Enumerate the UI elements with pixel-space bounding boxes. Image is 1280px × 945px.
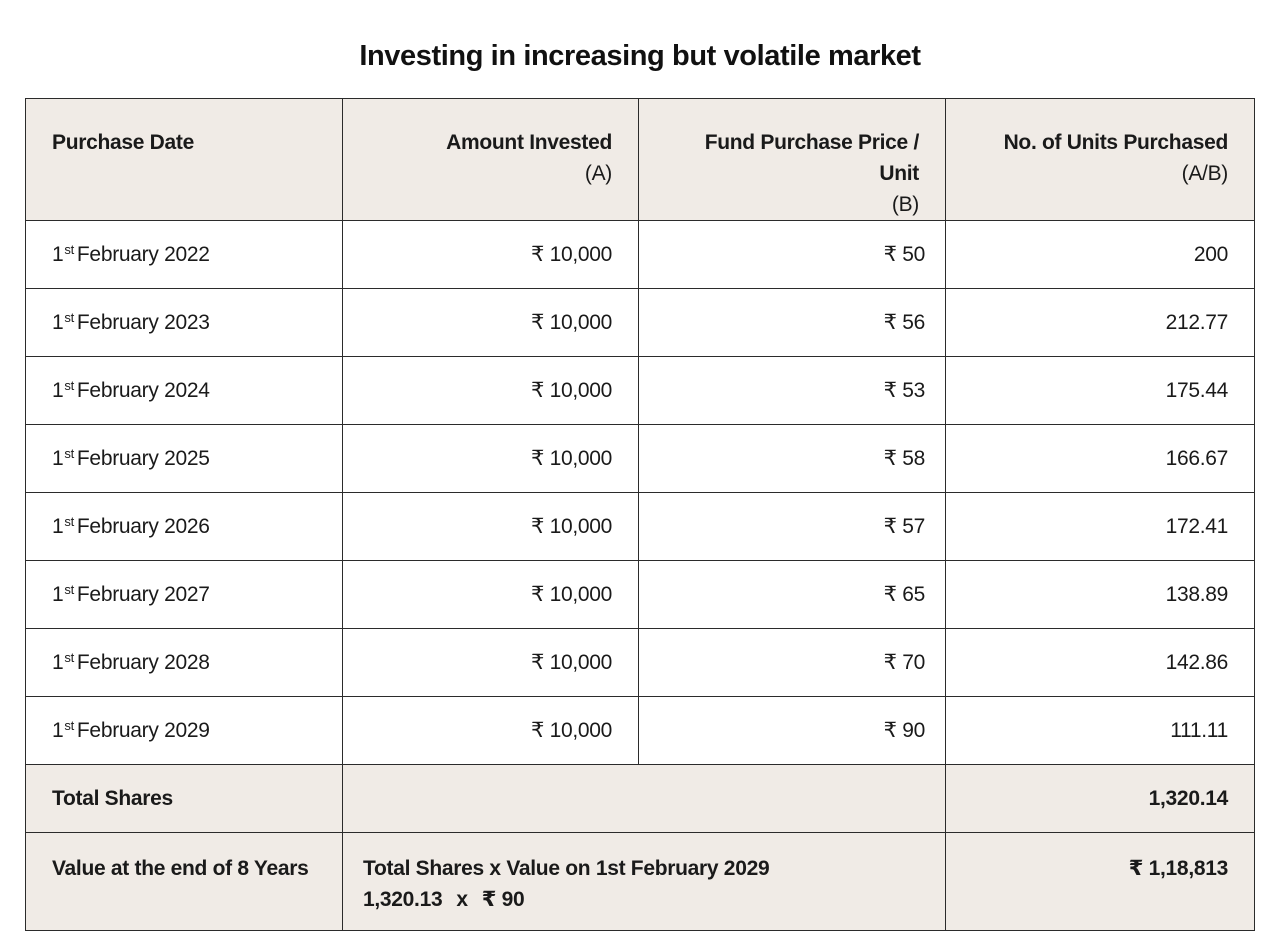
date-day: 1 [52, 446, 64, 470]
page-title: Investing in increasing but volatile mar… [359, 40, 921, 72]
header-amount-invested: Amount Invested (A) [342, 98, 639, 221]
formula-operator: x [456, 888, 468, 911]
table-row: 1st February 2026 ₹ 10,000 ₹ 57 172.41 [25, 492, 1255, 561]
table-row: 1st February 2028 ₹ 10,000 ₹ 70 142.86 [25, 628, 1255, 697]
units-cell: 212.77 [945, 288, 1255, 357]
date-day: 1 [52, 242, 64, 266]
purchase-date-cell: 1st February 2026 [25, 492, 343, 561]
final-value-label: Value at the end of 8 Years [25, 832, 343, 931]
amount-cell: ₹ 10,000 [342, 628, 639, 697]
amount-cell: ₹ 10,000 [342, 696, 639, 765]
table-row: 1st February 2024 ₹ 10,000 ₹ 53 175.44 [25, 356, 1255, 425]
ordinal-suffix: st [64, 377, 74, 393]
date-month-year: February 2024 [76, 378, 210, 402]
final-value-formula: Total Shares x Value on 1st February 202… [342, 832, 946, 931]
price-cell: ₹ 50 [638, 220, 946, 289]
date-day: 1 [52, 514, 64, 538]
amount-cell: ₹ 10,000 [342, 356, 639, 425]
header-purchase-date: Purchase Date [25, 98, 343, 221]
total-shares-row: Total Shares 1,320.14 [25, 764, 1255, 833]
date-month-year: February 2027 [76, 582, 210, 606]
purchase-date-cell: 1st February 2022 [25, 220, 343, 289]
date-day: 1 [52, 310, 64, 334]
header-fund-price-sub: (B) [891, 193, 919, 216]
header-units-purchased-sub: (A/B) [1181, 162, 1229, 185]
units-cell: 172.41 [945, 492, 1255, 561]
final-value-amount: ₹ 1,18,813 [945, 832, 1255, 931]
ordinal-suffix: st [64, 649, 74, 665]
header-purchase-date-label: Purchase Date [52, 131, 195, 154]
ordinal-suffix: st [64, 445, 74, 461]
table-row: 1st February 2029 ₹ 10,000 ₹ 90 111.11 [25, 696, 1255, 765]
units-cell: 142.86 [945, 628, 1255, 697]
purchase-date-cell: 1st February 2029 [25, 696, 343, 765]
header-amount-invested-sub: (A) [584, 162, 612, 185]
date-day: 1 [52, 378, 64, 402]
purchase-date-cell: 1st February 2027 [25, 560, 343, 629]
price-cell: ₹ 57 [638, 492, 946, 561]
ordinal-suffix: st [64, 513, 74, 529]
purchase-date-cell: 1st February 2023 [25, 288, 343, 357]
date-month-year: February 2028 [76, 650, 210, 674]
date-month-year: February 2023 [76, 310, 210, 334]
date-day: 1 [52, 582, 64, 606]
total-shares-empty-cell [342, 764, 946, 833]
amount-cell: ₹ 10,000 [342, 560, 639, 629]
formula-price: ₹ 90 [481, 888, 525, 911]
units-cell: 111.11 [945, 696, 1255, 765]
units-cell: 175.44 [945, 356, 1255, 425]
purchase-date-cell: 1st February 2024 [25, 356, 343, 425]
price-cell: ₹ 90 [638, 696, 946, 765]
header-fund-price: Fund Purchase Price / Unit (B) [638, 98, 946, 221]
units-cell: 200 [945, 220, 1255, 289]
table-row: 1st February 2025 ₹ 10,000 ₹ 58 166.67 [25, 424, 1255, 493]
formula-shares: 1,320.13 [363, 888, 443, 911]
price-cell: ₹ 70 [638, 628, 946, 697]
price-cell: ₹ 56 [638, 288, 946, 357]
table-row: 1st February 2023 ₹ 10,000 ₹ 56 212.77 [25, 288, 1255, 357]
header-amount-invested-label: Amount Invested [446, 131, 612, 154]
header-units-purchased-label: No. of Units Purchased [1003, 131, 1229, 154]
ordinal-suffix: st [64, 581, 74, 597]
header-fund-price-label: Fund Purchase Price / Unit [704, 131, 920, 185]
ordinal-suffix: st [64, 241, 74, 257]
units-cell: 166.67 [945, 424, 1255, 493]
date-month-year: February 2029 [76, 718, 210, 742]
ordinal-suffix: st [64, 309, 74, 325]
table-row: 1st February 2022 ₹ 10,000 ₹ 50 200 [25, 220, 1255, 289]
formula-description: Total Shares x Value on 1st February 202… [363, 857, 770, 880]
price-cell: ₹ 53 [638, 356, 946, 425]
date-day: 1 [52, 718, 64, 742]
table-row: 1st February 2027 ₹ 10,000 ₹ 65 138.89 [25, 560, 1255, 629]
amount-cell: ₹ 10,000 [342, 288, 639, 357]
price-cell: ₹ 58 [638, 424, 946, 493]
amount-cell: ₹ 10,000 [342, 492, 639, 561]
amount-cell: ₹ 10,000 [342, 220, 639, 289]
date-month-year: February 2022 [76, 242, 210, 266]
purchase-date-cell: 1st February 2025 [25, 424, 343, 493]
header-units-purchased: No. of Units Purchased (A/B) [945, 98, 1255, 221]
ordinal-suffix: st [64, 717, 74, 733]
final-value-row: Value at the end of 8 Years Total Shares… [25, 832, 1255, 931]
total-shares-value: 1,320.14 [945, 764, 1255, 833]
price-cell: ₹ 65 [638, 560, 946, 629]
units-cell: 138.89 [945, 560, 1255, 629]
table-header-row: Purchase Date Amount Invested (A) Fund P… [25, 98, 1255, 221]
date-month-year: February 2025 [76, 446, 210, 470]
purchase-date-cell: 1st February 2028 [25, 628, 343, 697]
amount-cell: ₹ 10,000 [342, 424, 639, 493]
total-shares-label: Total Shares [25, 764, 343, 833]
date-day: 1 [52, 650, 64, 674]
date-month-year: February 2026 [76, 514, 210, 538]
formula-calculation: 1,320.13 x ₹ 90 [363, 884, 919, 915]
investment-table: Purchase Date Amount Invested (A) Fund P… [25, 98, 1255, 931]
